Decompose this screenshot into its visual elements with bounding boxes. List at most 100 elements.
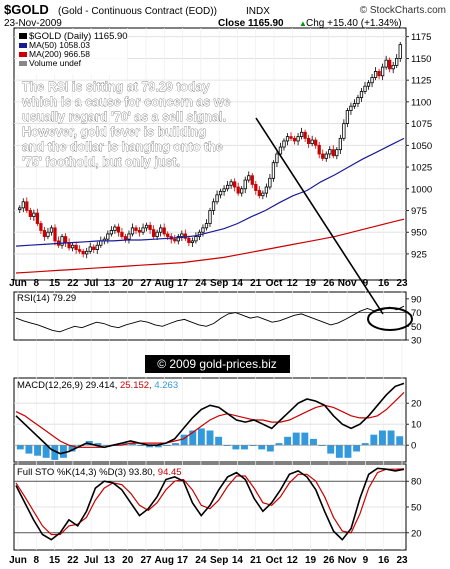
candle-body bbox=[106, 233, 110, 240]
x-label-top: 13 bbox=[104, 278, 116, 289]
price-y-tick-label: 1025 bbox=[411, 163, 432, 174]
x-label-top: Jun bbox=[9, 278, 27, 289]
candle-body bbox=[109, 230, 113, 235]
x-label-bottom: 21 bbox=[250, 555, 262, 566]
candle-body bbox=[342, 123, 346, 139]
candle-body bbox=[338, 137, 342, 151]
candle-body bbox=[299, 131, 304, 138]
candle-body bbox=[225, 184, 230, 190]
x-label-top: 19 bbox=[305, 278, 317, 289]
candle-body bbox=[388, 59, 392, 70]
ma50-line bbox=[15, 137, 405, 247]
x-label-top: 21 bbox=[250, 278, 262, 289]
candle-body bbox=[53, 227, 57, 242]
sto-y-tick-label: 20 bbox=[411, 528, 422, 539]
macd-histogram-bar bbox=[396, 436, 404, 446]
candle-body bbox=[307, 137, 311, 144]
indicator-layer bbox=[14, 305, 406, 541]
macd-histogram-bar bbox=[344, 445, 352, 458]
x-label-top: 9 bbox=[363, 278, 369, 289]
sto-title: Full STO %K(14,3) %D(3) 93.80, 94.45 bbox=[17, 467, 182, 478]
macd-histogram-bar bbox=[241, 445, 248, 450]
candle-body bbox=[222, 188, 226, 192]
candle-body bbox=[141, 227, 145, 233]
candle-body bbox=[208, 210, 212, 224]
candle-body bbox=[201, 227, 205, 233]
candle-body bbox=[166, 233, 170, 237]
rsi-title: RSI(14) 79.29 bbox=[17, 293, 76, 304]
price-y-tick-label: 1150 bbox=[411, 54, 431, 65]
annotation-pointer-line bbox=[255, 117, 384, 315]
legend-swatch-ma200 bbox=[19, 52, 27, 57]
candle-body bbox=[204, 223, 209, 229]
candle-body bbox=[42, 230, 47, 237]
macd-histogram-bar bbox=[137, 445, 145, 446]
macd-title-signal: 25.152, bbox=[120, 380, 154, 391]
candle-body bbox=[183, 233, 187, 239]
macd-histogram-bar bbox=[94, 443, 102, 446]
candle-body bbox=[278, 146, 283, 155]
x-label-top: 15 bbox=[49, 278, 61, 289]
candle-body bbox=[377, 71, 381, 77]
x-label-top: 26 bbox=[323, 278, 335, 289]
macd-y-tick-label: 20 bbox=[411, 399, 422, 410]
macd-y-tick-label: 0 bbox=[411, 441, 416, 452]
macd-histogram-bar bbox=[146, 445, 154, 448]
date-label: 23-Nov-2009 bbox=[4, 18, 62, 29]
x-label-bottom: 9 bbox=[363, 555, 369, 566]
candle-body bbox=[349, 105, 353, 111]
candle-body bbox=[268, 177, 272, 188]
price-series-layer bbox=[15, 41, 405, 274]
legend-volume: Volume undef bbox=[29, 58, 82, 68]
candle-body bbox=[95, 244, 99, 250]
x-label-bottom: 22 bbox=[67, 555, 79, 566]
x-label-top: 27 bbox=[140, 278, 152, 289]
sto-title-main: Full STO %K(14,3) %D(3) 93.80, bbox=[17, 467, 158, 478]
candle-body bbox=[63, 236, 68, 244]
macd-histogram-bar bbox=[310, 438, 317, 446]
candle-body bbox=[296, 136, 300, 142]
sto-k-line bbox=[15, 467, 405, 541]
annotation-line: The RSI is sitting at 79.29 today bbox=[22, 80, 210, 94]
x-label-bottom: 14 bbox=[232, 555, 244, 566]
annotation-line: and the dollar is hanging onto the bbox=[22, 140, 223, 154]
macd-histogram-bar bbox=[103, 445, 110, 446]
macd-histogram-bar bbox=[361, 443, 369, 446]
macd-line bbox=[15, 382, 405, 455]
candle-body bbox=[74, 244, 78, 250]
candle-body bbox=[331, 149, 335, 157]
candle-body bbox=[18, 207, 22, 211]
x-label-bottom: Jul bbox=[84, 555, 99, 566]
candle-body bbox=[236, 186, 240, 194]
candle-body bbox=[173, 238, 177, 242]
candle-body bbox=[391, 64, 395, 70]
x-label-bottom: 15 bbox=[49, 555, 61, 566]
x-label-top: Aug bbox=[155, 278, 174, 289]
x-label-top: 16 bbox=[378, 278, 390, 289]
candle-body bbox=[159, 227, 163, 233]
macd-histogram-bar bbox=[387, 430, 395, 446]
x-label-bottom: 19 bbox=[305, 555, 317, 566]
candle-body bbox=[356, 97, 360, 105]
sto-y-tick-label: 50 bbox=[411, 503, 422, 514]
price-y-tick-label: 1100 bbox=[411, 97, 431, 108]
rsi-panel bbox=[13, 291, 407, 341]
x-label-bottom: 27 bbox=[140, 555, 152, 566]
price-y-tick-label: 1000 bbox=[411, 184, 432, 195]
candle-body bbox=[88, 246, 92, 252]
x-label-bottom: 16 bbox=[378, 555, 390, 566]
macd-histogram-bar bbox=[301, 432, 309, 446]
candle-body bbox=[229, 181, 233, 186]
legend-swatch-volume bbox=[19, 61, 27, 66]
x-label-bottom: 13 bbox=[104, 555, 116, 566]
candle-body bbox=[21, 201, 25, 209]
axis-layer: 9259509751000102510501075110011251150117… bbox=[9, 32, 432, 566]
x-label-bottom: 20 bbox=[122, 555, 134, 566]
candle-body bbox=[335, 149, 339, 157]
candle-body bbox=[218, 190, 223, 196]
rsi-y-tick-label: 90 bbox=[411, 294, 422, 305]
candle-body bbox=[398, 44, 402, 59]
x-label-bottom: Sep bbox=[210, 555, 228, 566]
candle-body bbox=[370, 77, 374, 84]
